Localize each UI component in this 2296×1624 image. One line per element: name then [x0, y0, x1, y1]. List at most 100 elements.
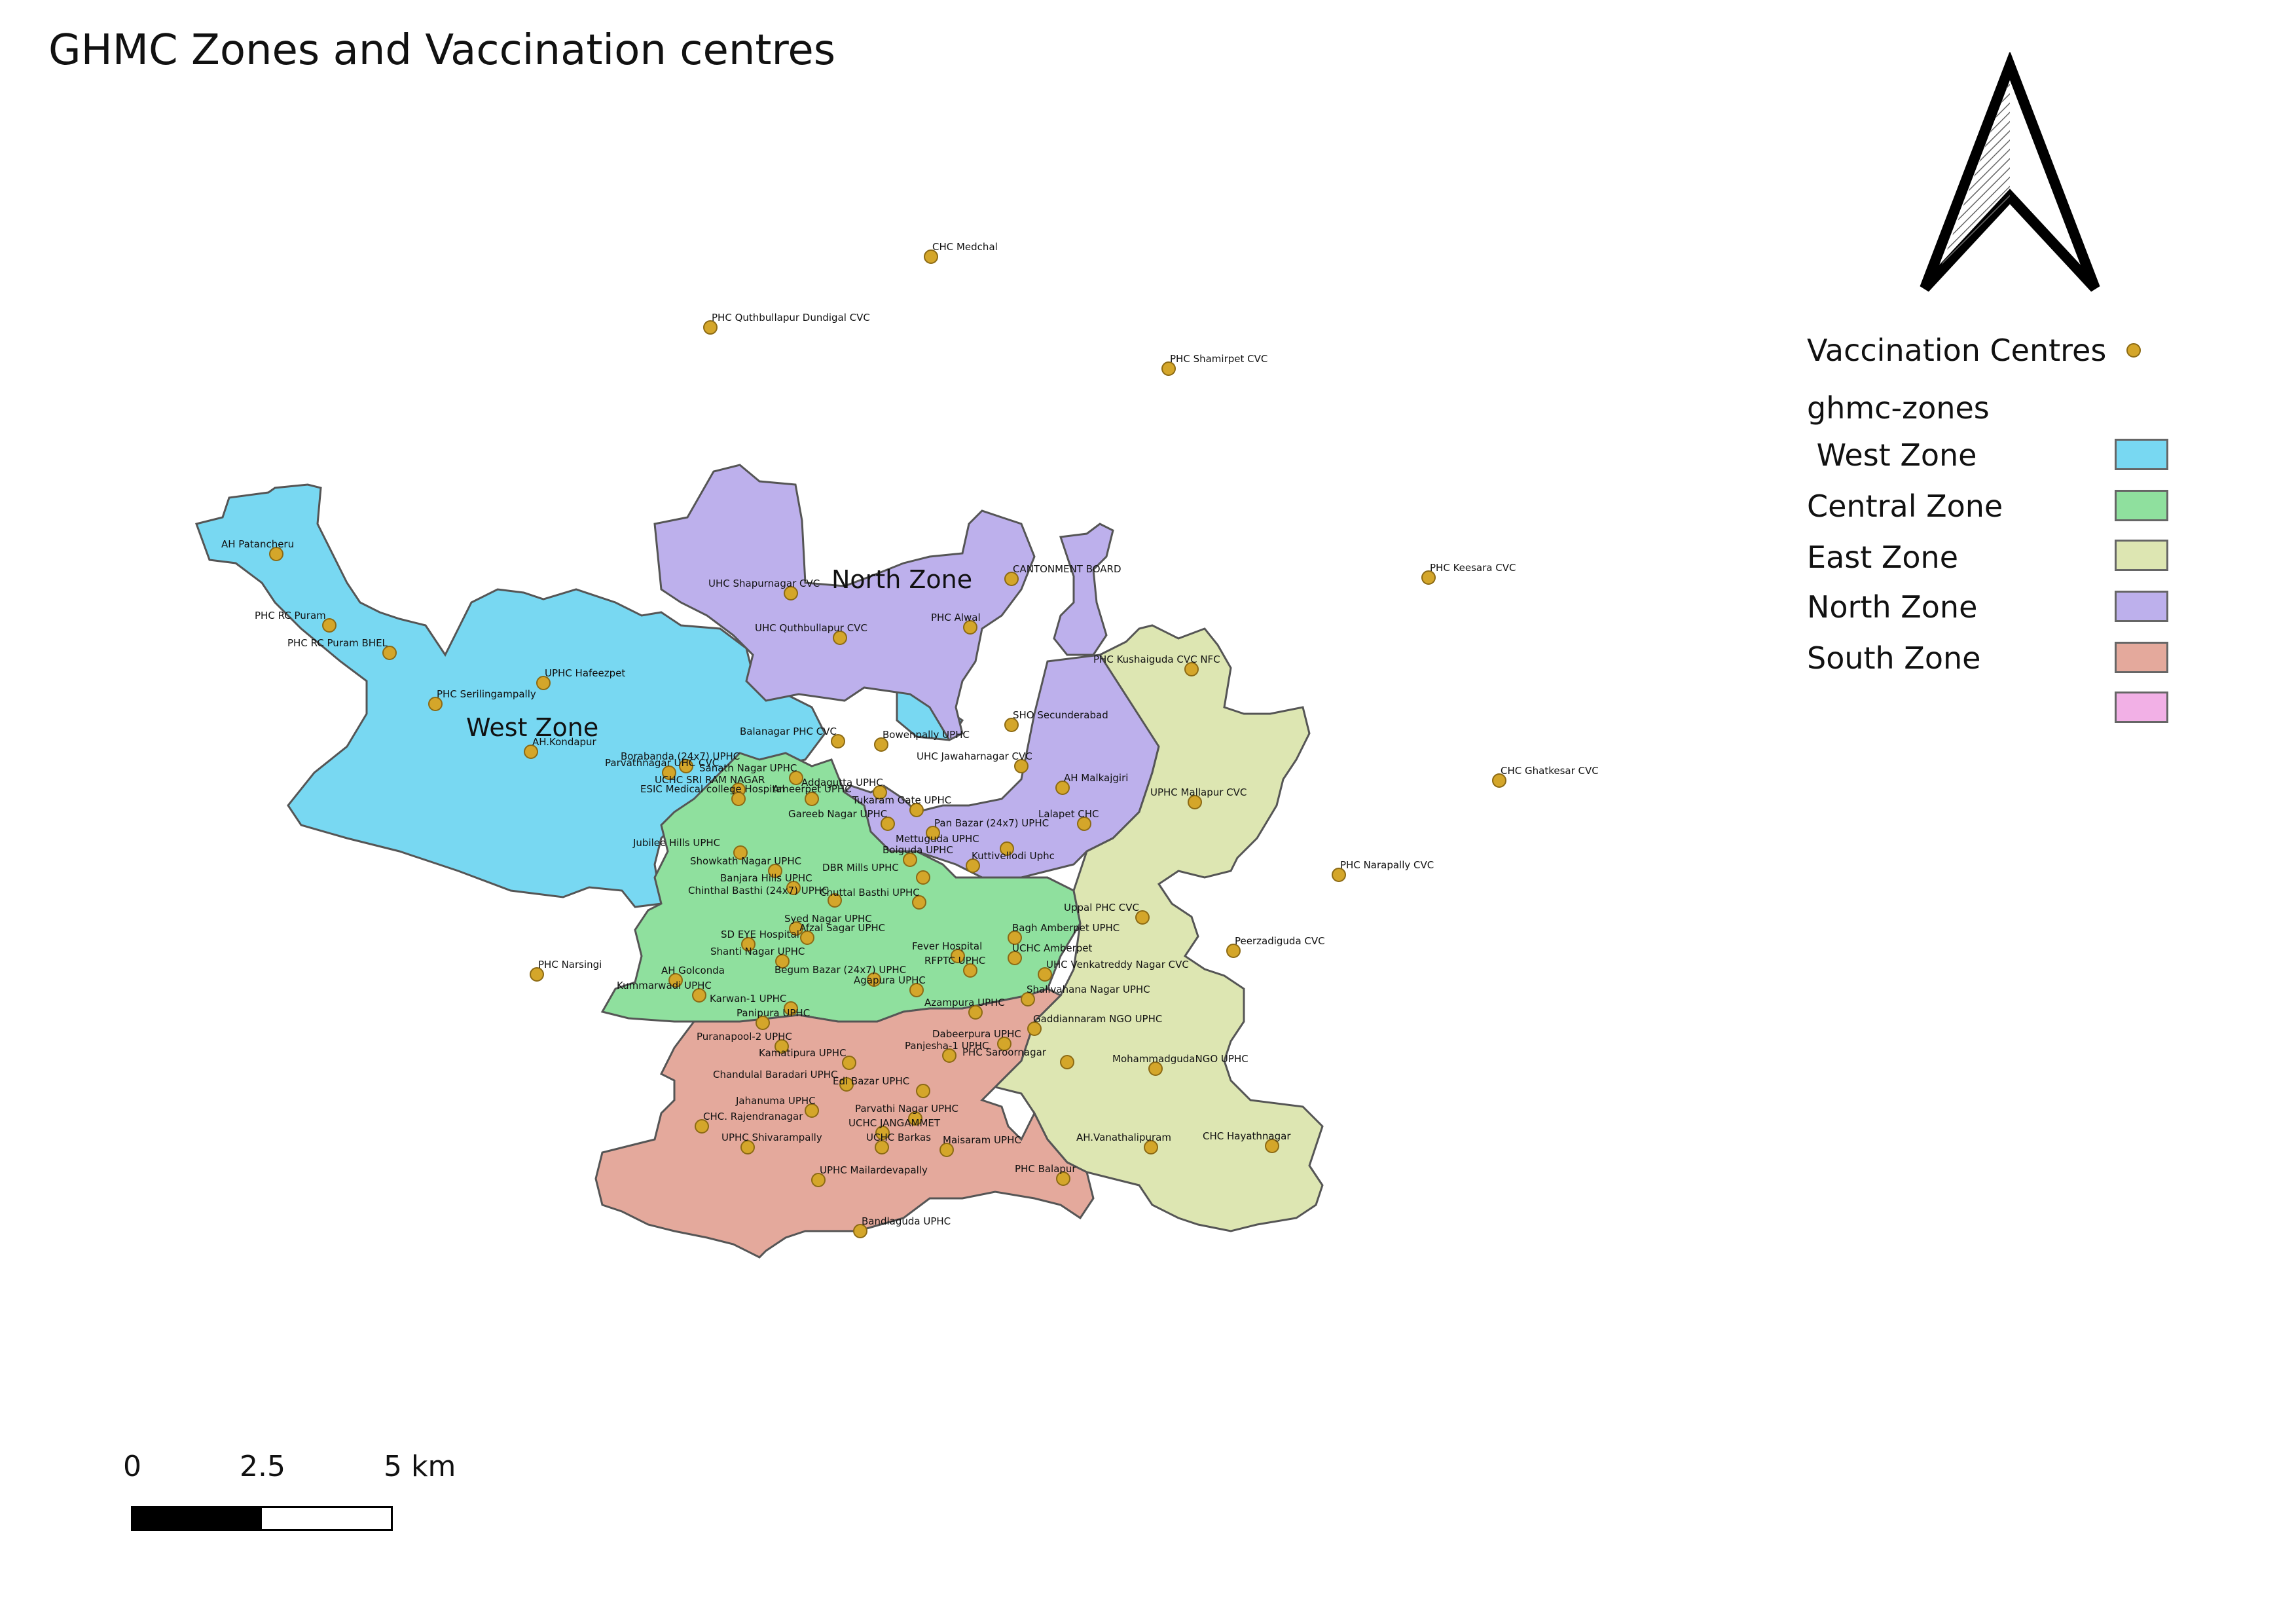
vaccination-centre-marker[interactable] — [382, 646, 397, 660]
zone-west[interactable] — [195, 483, 826, 908]
vaccination-centre-marker[interactable] — [1226, 944, 1241, 958]
vaccination-centre-marker[interactable] — [1332, 868, 1346, 882]
vaccination-centre-marker[interactable] — [1004, 572, 1019, 586]
vaccination-centre-marker[interactable] — [1148, 1061, 1163, 1076]
vaccination-centre-marker[interactable] — [428, 697, 443, 711]
vaccination-centre-marker[interactable] — [963, 620, 977, 635]
vaccination-centre-marker[interactable] — [768, 864, 782, 878]
legend-centres-label: Vaccination Centres — [1807, 333, 2107, 368]
vaccination-centre-marker[interactable] — [1188, 795, 1202, 809]
vaccination-centre-marker[interactable] — [1265, 1139, 1279, 1153]
vaccination-centre-label: CANTONMENT BOARD — [1013, 563, 1121, 575]
vaccination-centre-marker[interactable] — [524, 745, 538, 759]
vaccination-centre-label: Kuttivellodi Uphc — [972, 850, 1055, 862]
vaccination-centre-marker[interactable] — [1027, 1022, 1042, 1036]
vaccination-centre-marker[interactable] — [1421, 570, 1436, 585]
vaccination-centre-marker[interactable] — [1077, 817, 1091, 831]
vaccination-centre-marker[interactable] — [833, 631, 847, 645]
vaccination-centre-label: Bandlaguda UPHC — [862, 1215, 951, 1227]
vaccination-centre-marker[interactable] — [842, 1056, 856, 1070]
vaccination-centre-marker[interactable] — [1038, 967, 1052, 982]
vaccination-centre-marker[interactable] — [703, 320, 718, 335]
vaccination-centre-marker[interactable] — [873, 785, 887, 800]
vaccination-centre-marker[interactable] — [662, 766, 676, 780]
vaccination-centre-marker[interactable] — [741, 937, 756, 951]
vaccination-centre-label: PHC Balapur — [1015, 1163, 1076, 1175]
vaccination-centre-label: Sanath Nagar UPHC — [699, 762, 797, 774]
vaccination-centre-marker[interactable] — [831, 734, 845, 748]
vaccination-centre-marker[interactable] — [805, 1103, 819, 1118]
vaccination-centre-marker[interactable] — [828, 893, 842, 908]
vaccination-centre-marker[interactable] — [784, 586, 798, 600]
vaccination-centre-marker[interactable] — [800, 931, 814, 945]
vaccination-centre-marker[interactable] — [916, 870, 930, 885]
vaccination-centre-marker[interactable] — [875, 1126, 890, 1140]
vaccination-centre-marker[interactable] — [875, 1140, 889, 1154]
vaccination-centre-marker[interactable] — [668, 973, 683, 987]
vaccination-centre-marker[interactable] — [881, 817, 895, 831]
vaccination-centre-marker[interactable] — [789, 921, 803, 936]
vaccination-centre-marker[interactable] — [966, 858, 980, 873]
vaccination-centre-label: SHO Secunderabad — [1013, 709, 1108, 721]
vaccination-centre-marker[interactable] — [1055, 781, 1070, 795]
vaccination-centre-marker[interactable] — [731, 792, 746, 806]
vaccination-centre-label: UHC Jawaharnagar CVC — [917, 750, 1032, 762]
vaccination-centre-marker[interactable] — [530, 967, 544, 982]
vaccination-centre-marker[interactable] — [1060, 1055, 1074, 1069]
vaccination-centre-marker[interactable] — [536, 676, 551, 690]
vaccination-centre-marker[interactable] — [853, 1224, 867, 1238]
vaccination-centre-marker[interactable] — [968, 1005, 983, 1020]
vaccination-centre-marker[interactable] — [756, 1016, 770, 1030]
vaccination-centre-marker[interactable] — [1014, 759, 1029, 773]
vaccination-centre-marker[interactable] — [1135, 910, 1150, 925]
vaccination-centre-marker[interactable] — [839, 1077, 854, 1092]
vaccination-centre-marker[interactable] — [1008, 931, 1022, 945]
vaccination-centre-marker[interactable] — [322, 618, 337, 633]
vaccination-centre-marker[interactable] — [867, 972, 881, 987]
vaccination-centre-marker[interactable] — [1161, 361, 1176, 376]
vaccination-centre-marker[interactable] — [774, 1039, 789, 1054]
legend-swatch-south — [2115, 642, 2168, 673]
vaccination-centre-marker[interactable] — [1144, 1140, 1158, 1154]
zone-north[interactable] — [653, 464, 1036, 741]
vaccination-centre-marker[interactable] — [939, 1143, 954, 1157]
vaccination-centre-marker[interactable] — [786, 881, 801, 895]
vaccination-centre-marker[interactable] — [1021, 992, 1035, 1006]
vaccination-centre-marker[interactable] — [942, 1048, 957, 1063]
vaccination-centre-marker[interactable] — [908, 1111, 922, 1126]
scale-bar-graphic — [131, 1506, 393, 1531]
vaccination-centre-marker[interactable] — [997, 1037, 1011, 1051]
vaccination-centre-marker[interactable] — [1008, 951, 1022, 965]
vaccination-centre-marker[interactable] — [269, 547, 283, 561]
vaccination-centre-label: PHC Narapally CVC — [1340, 859, 1434, 871]
north-arrow-icon — [1920, 52, 2100, 292]
vaccination-centre-marker[interactable] — [903, 853, 917, 867]
vaccination-centre-marker[interactable] — [811, 1173, 826, 1187]
vaccination-centre-marker[interactable] — [1184, 662, 1199, 676]
vaccination-centre-label: PHC Quthbullapur Dundigal CVC — [712, 312, 870, 323]
vaccination-centre-marker[interactable] — [1056, 1172, 1070, 1186]
vaccination-centre-marker[interactable] — [733, 845, 748, 860]
vaccination-centre-marker[interactable] — [679, 759, 693, 773]
vaccination-centre-marker[interactable] — [1000, 841, 1014, 856]
vaccination-centre-marker[interactable] — [740, 1140, 755, 1154]
vaccination-centre-marker[interactable] — [692, 988, 706, 1003]
vaccination-centre-marker[interactable] — [916, 1084, 930, 1098]
vaccination-centre-marker[interactable] — [924, 249, 938, 264]
vaccination-centre-marker[interactable] — [695, 1119, 709, 1134]
vaccination-centre-marker[interactable] — [789, 771, 803, 785]
vaccination-centre-marker[interactable] — [963, 963, 977, 978]
zone-south[interactable] — [594, 987, 1095, 1259]
vaccination-centre-marker[interactable] — [784, 1001, 798, 1016]
vaccination-centre-marker[interactable] — [1492, 773, 1506, 788]
vaccination-centre-marker[interactable] — [909, 983, 924, 997]
vaccination-centre-marker[interactable] — [775, 954, 790, 969]
vaccination-centre-marker[interactable] — [912, 895, 926, 910]
vaccination-centre-marker[interactable] — [926, 826, 940, 840]
vaccination-centre-marker[interactable] — [951, 949, 965, 963]
vaccination-centre-marker[interactable] — [909, 803, 924, 817]
vaccination-centre-marker[interactable] — [1004, 718, 1019, 732]
vaccination-centre-marker[interactable] — [874, 737, 888, 752]
vaccination-centre-marker[interactable] — [805, 792, 819, 806]
